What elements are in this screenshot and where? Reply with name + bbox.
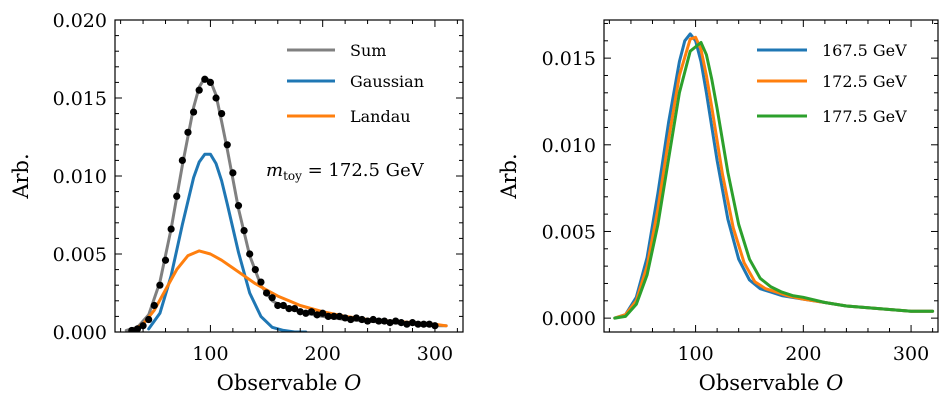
data-point: [380, 317, 389, 325]
y-tick-label: 0.020: [53, 10, 107, 32]
x-axis-label-variable: O: [826, 371, 843, 394]
annotation-subscript: toy: [283, 169, 302, 183]
data-point: [375, 317, 383, 325]
data-point: [145, 315, 153, 324]
legend-label: Landau: [350, 107, 411, 126]
data-point: [178, 156, 186, 164]
data-point: [420, 320, 428, 328]
data-point: [161, 256, 170, 264]
x-tick-label: 200: [305, 343, 341, 365]
x-tick-label: 100: [192, 343, 228, 365]
data-point: [279, 301, 287, 310]
data-point: [397, 319, 405, 327]
data-point: [212, 94, 220, 102]
data-point: [291, 305, 299, 313]
data-point: [240, 227, 248, 235]
data-point: [156, 281, 164, 289]
data-point: [206, 78, 215, 86]
data-point: [128, 326, 136, 332]
plot-area: [124, 75, 448, 332]
data-point: [403, 320, 411, 328]
data-point: [189, 108, 198, 116]
data-point: [218, 110, 226, 118]
data-point: [133, 325, 142, 332]
data-point: [285, 305, 293, 313]
data-point: [167, 225, 175, 233]
y-tick-label: 0.000: [542, 308, 596, 330]
data-point: [246, 250, 254, 258]
data-point: [335, 312, 344, 320]
x-tick-label: 300: [417, 343, 453, 365]
x-tick-label: 100: [677, 343, 713, 365]
data-point: [363, 317, 372, 325]
x-axis-label-variable: O: [344, 371, 361, 394]
data-point: [307, 308, 316, 316]
plot-area: [613, 32, 935, 320]
y-axis-label: Arb.: [497, 153, 521, 199]
data-point: [251, 266, 259, 274]
data-point: [358, 315, 366, 324]
data-point: [150, 301, 158, 310]
data-point: [184, 128, 192, 136]
legend: 167.5 GeV 172.5 GeV 177.5 GeV: [757, 41, 907, 126]
legend-label: Sum: [350, 41, 386, 60]
x-axis-label-word: Observable: [699, 371, 820, 394]
y-tick-label: 0.010: [542, 135, 596, 157]
data-point: [414, 320, 422, 328]
series-line-landau: [130, 249, 448, 332]
data-point: [392, 317, 400, 325]
data-point: [386, 319, 394, 327]
data-point: [369, 315, 377, 324]
x-axis-label-word: Observable: [217, 371, 338, 394]
data-point: [324, 312, 332, 320]
data-point: [262, 289, 271, 297]
annotation-symbol: m: [266, 160, 283, 181]
legend-label: 172.5 GeV: [822, 72, 907, 91]
series-line-177-5-gev: [613, 41, 935, 320]
y-tick-label: 0.005: [542, 221, 596, 243]
data-point: [268, 294, 276, 302]
y-tick-label: 0.015: [53, 88, 107, 110]
data-point: [234, 202, 243, 210]
data-point: [425, 320, 433, 328]
x-tick-label: 300: [893, 343, 929, 365]
data-point: [296, 308, 304, 316]
data-point: [223, 141, 231, 149]
data-point: [352, 314, 360, 322]
data-point: [341, 314, 349, 322]
x-axis-label: Observable O: [217, 371, 362, 394]
legend: Sum Gaussian Landau: [287, 41, 424, 126]
y-tick-label: 0.015: [542, 48, 596, 70]
data-point: [257, 278, 265, 286]
series-line-gaussian: [147, 152, 308, 332]
legend-label: 177.5 GeV: [822, 107, 907, 126]
data-point: [139, 322, 147, 330]
data-point: [173, 192, 181, 200]
right-panel: 100 200 300 0.000 0.005 0.010 0.015 Observable …: [497, 19, 939, 394]
left-panel: 100 200 300 0.000 0.005 0.010 0.015 0.020 Observ…: [9, 10, 464, 394]
data-point: [347, 315, 355, 324]
annotation-value: = 172.5 GeV: [302, 160, 425, 181]
data-point: [408, 319, 417, 327]
plot-frame: [603, 19, 939, 333]
data-point: [313, 311, 321, 319]
y-axis-label: Arb.: [9, 153, 33, 199]
x-tick-label: 200: [785, 343, 821, 365]
data-point: [302, 309, 310, 317]
data-point: [201, 75, 209, 83]
legend-label: 167.5 GeV: [822, 41, 907, 60]
data-point: [229, 169, 237, 177]
x-axis-label: Observable O: [699, 371, 844, 394]
data-point: [330, 312, 338, 320]
y-tick-label: 0.010: [53, 166, 107, 188]
data-point: [319, 309, 327, 317]
annotation: mtoy = 172.5 GeV: [266, 160, 425, 183]
legend-label: Gaussian: [350, 72, 424, 91]
y-tick-label: 0.005: [53, 244, 107, 266]
data-point: [195, 86, 203, 94]
data-point: [274, 301, 282, 310]
y-tick-label: 0.000: [53, 322, 107, 344]
